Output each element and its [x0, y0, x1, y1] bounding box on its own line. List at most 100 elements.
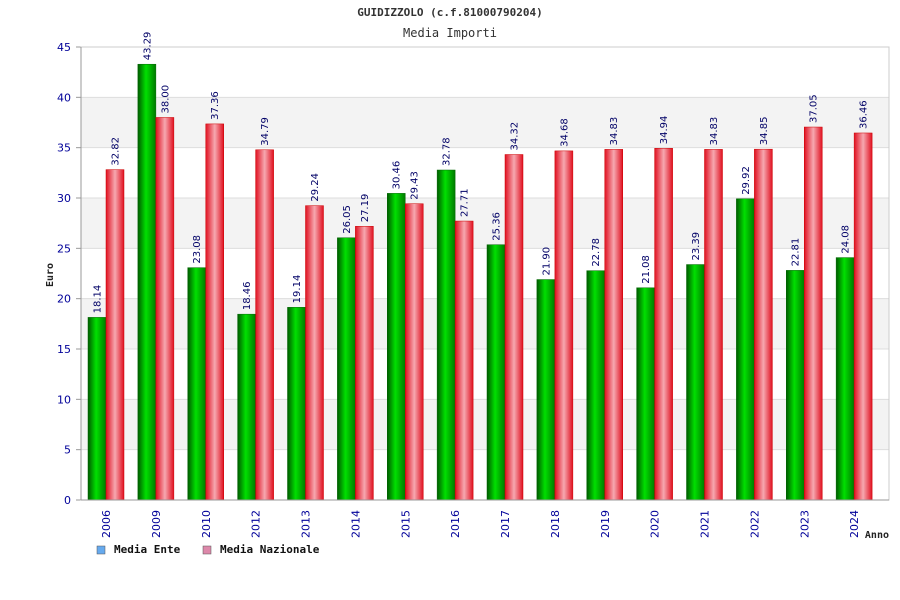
- bar-value-label: 34.32: [510, 122, 521, 151]
- bar-media-nazionale: [405, 203, 424, 501]
- legend-label-media-nazionale: Media Nazionale: [220, 543, 320, 556]
- bar-media-nazionale: [305, 205, 324, 501]
- y-axis-label: Euro: [45, 263, 56, 287]
- bar-value-label: 27.71: [460, 188, 471, 217]
- bar-value-label: 23.39: [691, 232, 702, 261]
- x-tick-label: 2024: [848, 510, 861, 538]
- x-tick-label: 2012: [250, 510, 263, 538]
- bar-value-label: 32.78: [442, 137, 453, 166]
- bar-value-label: 25.36: [492, 212, 503, 241]
- bar-media-ente: [137, 63, 157, 501]
- bar-media-ente: [87, 317, 107, 501]
- bar-value-label: 34.68: [559, 118, 570, 147]
- bar-value-label: 29.24: [310, 173, 321, 202]
- bar-value-label: 34.94: [659, 116, 670, 145]
- chart-subtitle: Media Importi: [403, 26, 497, 40]
- bar-media-ente: [486, 244, 506, 501]
- x-axis-label: Anno: [865, 530, 889, 541]
- bar-value-label: 30.46: [392, 161, 403, 190]
- bar-media-nazionale: [704, 149, 723, 501]
- bar-value-label: 22.78: [591, 238, 602, 267]
- bar-media-ente: [586, 270, 605, 501]
- bar-value-label: 37.36: [210, 91, 221, 120]
- bar-value-label: 21.08: [641, 255, 652, 284]
- bar-value-label: 34.85: [759, 117, 770, 146]
- legend-label-media-ente: Media Ente: [114, 543, 181, 556]
- y-tick-label: 20: [57, 293, 71, 306]
- bar-value-label: 32.82: [111, 137, 122, 166]
- bar-value-label: 43.29: [142, 32, 153, 61]
- x-tick-label: 2015: [399, 510, 412, 538]
- bars-group: [87, 63, 873, 501]
- y-tick-label: 35: [57, 142, 71, 155]
- bar-media-nazionale: [504, 154, 524, 501]
- y-tick-label: 25: [57, 242, 71, 255]
- bar-media-ente: [636, 287, 655, 501]
- y-tick-label: 10: [57, 393, 71, 406]
- x-tick-label: 2019: [599, 510, 612, 538]
- legend-swatch-media-nazionale: [202, 545, 212, 555]
- x-tick-label: 2022: [748, 510, 761, 538]
- bar-value-label: 29.92: [741, 166, 752, 195]
- bar-value-label: 27.19: [360, 194, 371, 223]
- plot-band: [81, 47, 889, 98]
- bar-value-label: 21.90: [541, 247, 552, 276]
- bar-media-nazionale: [255, 149, 274, 501]
- bar-value-label: 37.05: [809, 94, 820, 123]
- legend-swatch-media-ente: [96, 545, 106, 555]
- bar-media-ente: [835, 257, 855, 501]
- chart-title: GUIDIZZOLO (c.f.81000790204): [357, 6, 542, 19]
- bar-media-nazionale: [454, 220, 474, 501]
- bar-media-ente: [387, 193, 406, 501]
- bar-media-nazionale: [853, 132, 873, 501]
- bar-media-ente: [436, 169, 456, 501]
- bar-media-nazionale: [355, 226, 374, 501]
- axes-group: 0 5 10 15 20 25 30 35 40 45 2006 2009 2010 2012 2013 20…: [57, 41, 890, 538]
- bar-value-label: 19.14: [292, 275, 303, 304]
- bar-media-ente: [237, 313, 256, 501]
- bar-value-label: 36.46: [859, 100, 870, 129]
- bar-media-ente: [287, 307, 306, 501]
- bar-labels-group: 18.14 32.82 43.29 38.00 23.08 37.36 18.46 34.79…: [93, 32, 870, 314]
- bar-value-label: 26.05: [342, 205, 353, 234]
- bar-media-nazionale: [554, 150, 574, 501]
- y-tick-label: 0: [64, 494, 71, 507]
- y-tick-label: 40: [57, 91, 71, 104]
- bar-media-ente: [187, 267, 206, 501]
- bar-media-ente: [786, 270, 805, 501]
- y-tick-label: 5: [64, 444, 71, 457]
- bar-value-label: 18.14: [93, 285, 104, 314]
- bar-value-label: 34.83: [609, 117, 620, 146]
- y-tick-label: 15: [57, 343, 71, 356]
- y-tick-label: 45: [57, 41, 71, 54]
- bar-media-nazionale: [205, 123, 224, 501]
- bar-media-nazionale: [105, 169, 125, 501]
- bar-media-ente: [337, 237, 356, 501]
- y-tick-label: 30: [57, 192, 71, 205]
- x-tick-label: 2010: [200, 510, 213, 538]
- legend: Media Ente Media Nazionale: [96, 543, 320, 556]
- bar-value-label: 24.08: [841, 225, 852, 254]
- x-tick-label: 2018: [549, 510, 562, 538]
- bar-media-nazionale: [654, 148, 673, 501]
- x-tick-label: 2013: [300, 510, 313, 538]
- x-tick-label: 2021: [699, 510, 712, 538]
- bar-value-label: 23.08: [192, 235, 203, 264]
- x-tick-label: 2016: [449, 510, 462, 538]
- x-tick-label: 2006: [100, 510, 113, 538]
- x-tick-label: 2020: [649, 510, 662, 538]
- bar-media-ente: [736, 198, 755, 501]
- bar-media-nazionale: [604, 149, 623, 501]
- bar-media-nazionale: [754, 148, 773, 501]
- x-tick-label: 2017: [499, 510, 512, 538]
- bar-value-label: 18.46: [242, 282, 253, 311]
- bar-value-label: 29.43: [410, 171, 421, 200]
- bar-value-label: 22.81: [791, 238, 802, 267]
- x-tick-label: 2023: [798, 510, 811, 538]
- bar-media-ente: [686, 264, 705, 501]
- bar-media-nazionale: [804, 126, 823, 501]
- bar-value-label: 34.83: [709, 117, 720, 146]
- x-tick-label: 2009: [150, 510, 163, 538]
- bar-value-label: 34.79: [260, 117, 271, 146]
